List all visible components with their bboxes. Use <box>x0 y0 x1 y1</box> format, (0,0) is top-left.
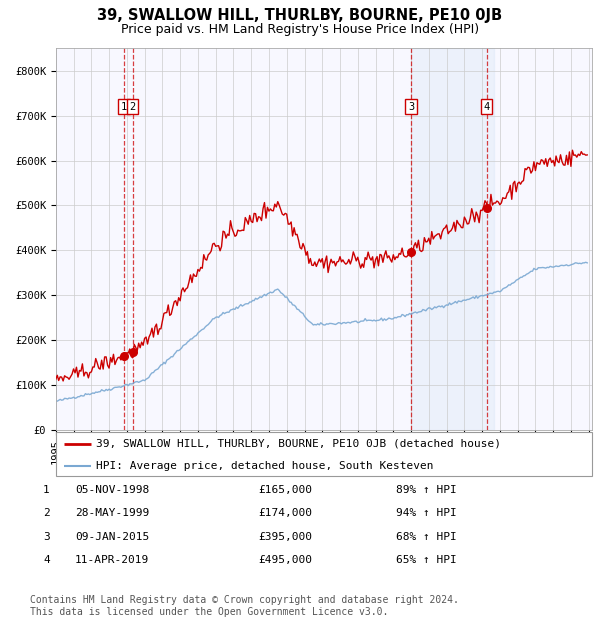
Text: 3: 3 <box>43 532 50 542</box>
Text: 11-APR-2019: 11-APR-2019 <box>75 556 149 565</box>
Text: £165,000: £165,000 <box>258 485 312 495</box>
Text: 89% ↑ HPI: 89% ↑ HPI <box>396 485 457 495</box>
Text: 39, SWALLOW HILL, THURLBY, BOURNE, PE10 0JB (detached house): 39, SWALLOW HILL, THURLBY, BOURNE, PE10 … <box>96 438 501 449</box>
Text: Contains HM Land Registry data © Crown copyright and database right 2024.
This d: Contains HM Land Registry data © Crown c… <box>30 595 459 617</box>
Text: £174,000: £174,000 <box>258 508 312 518</box>
Bar <box>411 48 494 430</box>
Text: 28-MAY-1999: 28-MAY-1999 <box>75 508 149 518</box>
Text: 39, SWALLOW HILL, THURLBY, BOURNE, PE10 0JB: 39, SWALLOW HILL, THURLBY, BOURNE, PE10 … <box>97 8 503 23</box>
Text: 4: 4 <box>43 556 50 565</box>
Text: 3: 3 <box>408 102 414 112</box>
Text: 05-NOV-1998: 05-NOV-1998 <box>75 485 149 495</box>
Text: Price paid vs. HM Land Registry's House Price Index (HPI): Price paid vs. HM Land Registry's House … <box>121 23 479 36</box>
Text: 2: 2 <box>130 102 136 112</box>
Text: 1: 1 <box>121 102 127 112</box>
Text: 1: 1 <box>43 485 50 495</box>
Text: 94% ↑ HPI: 94% ↑ HPI <box>396 508 457 518</box>
FancyBboxPatch shape <box>56 432 592 476</box>
Text: £495,000: £495,000 <box>258 556 312 565</box>
Text: HPI: Average price, detached house, South Kesteven: HPI: Average price, detached house, Sout… <box>96 461 433 471</box>
Text: £395,000: £395,000 <box>258 532 312 542</box>
Text: 65% ↑ HPI: 65% ↑ HPI <box>396 556 457 565</box>
Text: 4: 4 <box>484 102 490 112</box>
Text: 68% ↑ HPI: 68% ↑ HPI <box>396 532 457 542</box>
Text: 09-JAN-2015: 09-JAN-2015 <box>75 532 149 542</box>
Text: 2: 2 <box>43 508 50 518</box>
